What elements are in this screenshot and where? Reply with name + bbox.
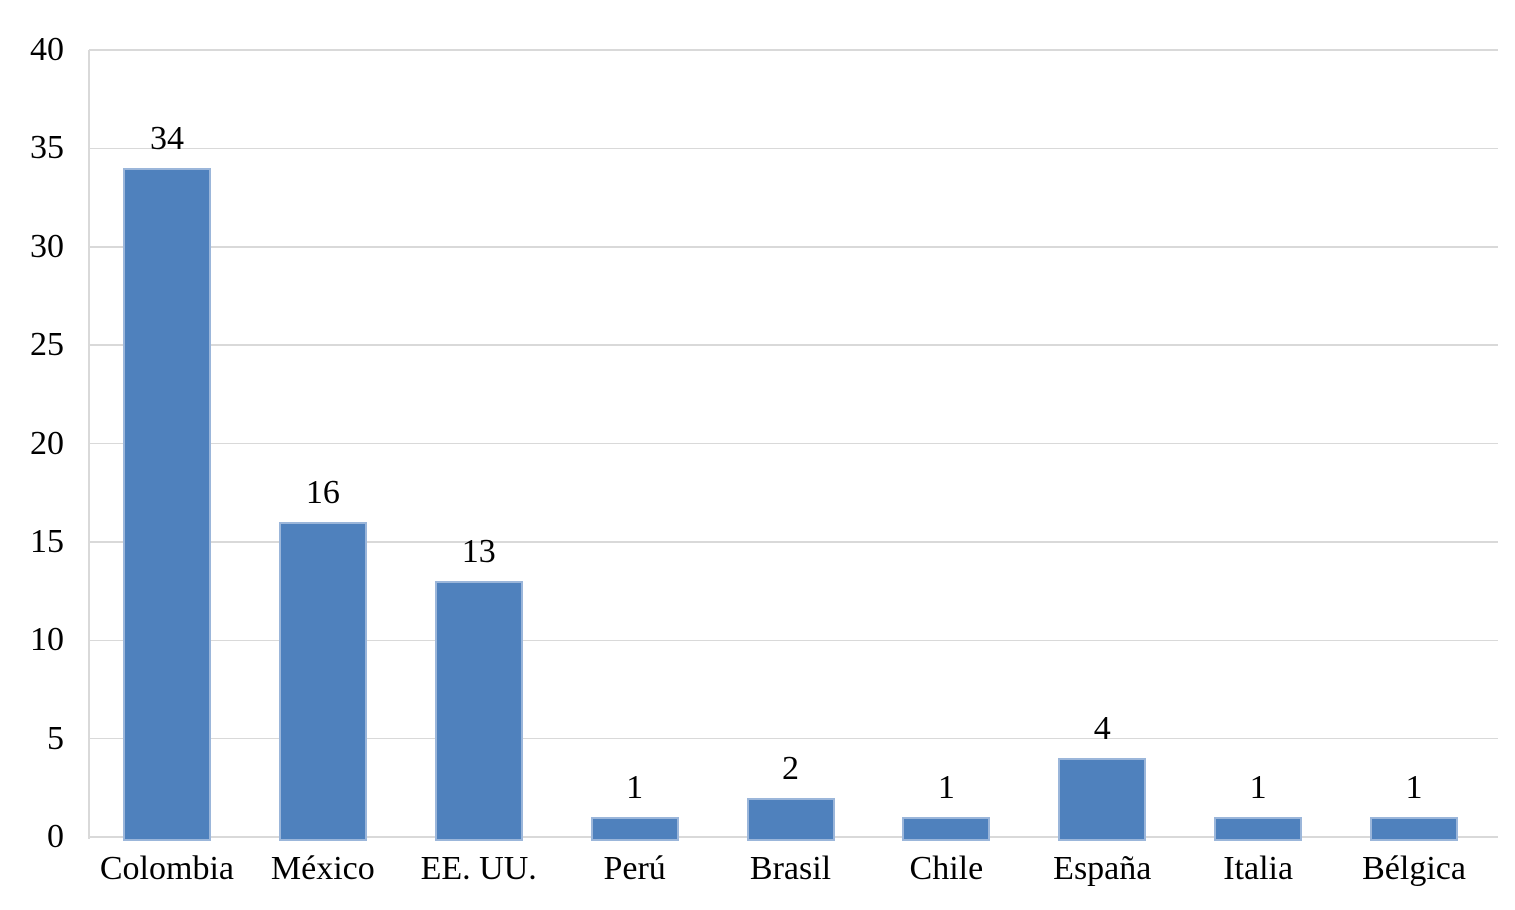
category-label-mexico: México (270, 850, 375, 887)
value-label-italia: 1 (1249, 769, 1267, 807)
y-tick-label-0: 0 (47, 818, 64, 855)
y-tick-label-30: 30 (30, 227, 64, 265)
bar-espana (1058, 758, 1147, 841)
category-label-italia: Italia (1223, 850, 1294, 887)
value-label-mexico: 16 (305, 474, 340, 512)
value-label-peru: 1 (626, 769, 644, 807)
gridline-30 (89, 246, 1498, 248)
bar-brasil (746, 797, 835, 841)
gridline-40 (89, 49, 1498, 51)
category-label-ee-uu: EE. UU. (420, 850, 537, 887)
value-label-brasil: 2 (782, 749, 799, 787)
y-tick-label-5: 5 (47, 719, 64, 757)
value-label-colombia: 34 (149, 120, 184, 158)
category-label-colombia: Colombia (99, 850, 234, 887)
bar-chile (902, 817, 991, 841)
bar-belgica (1370, 817, 1459, 841)
y-tick-label-15: 15 (30, 522, 64, 560)
bar-ee-uu (434, 581, 523, 841)
bar-peru (590, 817, 679, 841)
y-axis-line (88, 50, 90, 839)
y-tick-label-10: 10 (30, 621, 64, 659)
gridline-25 (89, 344, 1498, 346)
bar-colombia (122, 168, 211, 841)
y-tick-label-40: 40 (30, 31, 64, 68)
y-tick-label-25: 25 (30, 326, 64, 364)
category-label-belgica: Bélgica (1362, 850, 1466, 887)
gridline-5 (89, 737, 1498, 740)
y-tick-label-35: 35 (30, 129, 64, 167)
gridline-35 (89, 147, 1498, 150)
gridline-10 (89, 639, 1498, 641)
category-label-espana: España (1053, 850, 1152, 887)
value-label-espana: 4 (1093, 710, 1111, 748)
bar-mexico (278, 522, 367, 841)
value-label-belgica: 1 (1405, 769, 1423, 807)
gridline-20 (89, 442, 1498, 445)
category-label-chile: Chile (909, 850, 984, 887)
category-label-brasil: Brasil (749, 850, 832, 887)
value-label-ee-uu: 13 (461, 533, 496, 571)
y-tick-label-20: 20 (30, 424, 64, 462)
bar-italia (1214, 817, 1303, 841)
value-label-chile: 1 (937, 769, 955, 807)
gridline-15 (89, 541, 1498, 543)
category-label-peru: Perú (603, 850, 666, 887)
